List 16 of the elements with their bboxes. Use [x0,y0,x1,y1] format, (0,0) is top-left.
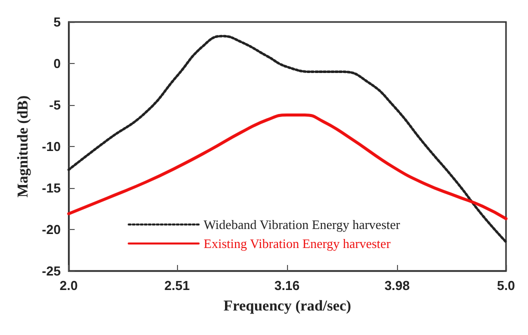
text: Existing Vibration Energy harvester [204,236,392,251]
x-tick-label: 5.0 [496,278,516,293]
y-axis-title: Magnitude (dB) [16,95,32,198]
x-tick-label: 3.98 [384,278,410,293]
y-tick-label: -5 [49,98,61,112]
y-tick-label: -10 [42,139,61,154]
y-tick-label: 5 [53,14,61,30]
x-axis-title: Frequency (rad/sec) [224,298,352,314]
y-tick-label: 0 [53,56,61,71]
y-tick-label: -20 [42,222,61,237]
y-tick-label: -15 [42,180,61,196]
y-tick-label: -25 [42,264,61,278]
x-tick-label: 2.0 [60,278,78,293]
x-tick-label: 3.16 [274,278,300,293]
text: Wideband Vibration Energy harvester [204,217,401,232]
x-tick-label: 2.51 [164,278,190,293]
